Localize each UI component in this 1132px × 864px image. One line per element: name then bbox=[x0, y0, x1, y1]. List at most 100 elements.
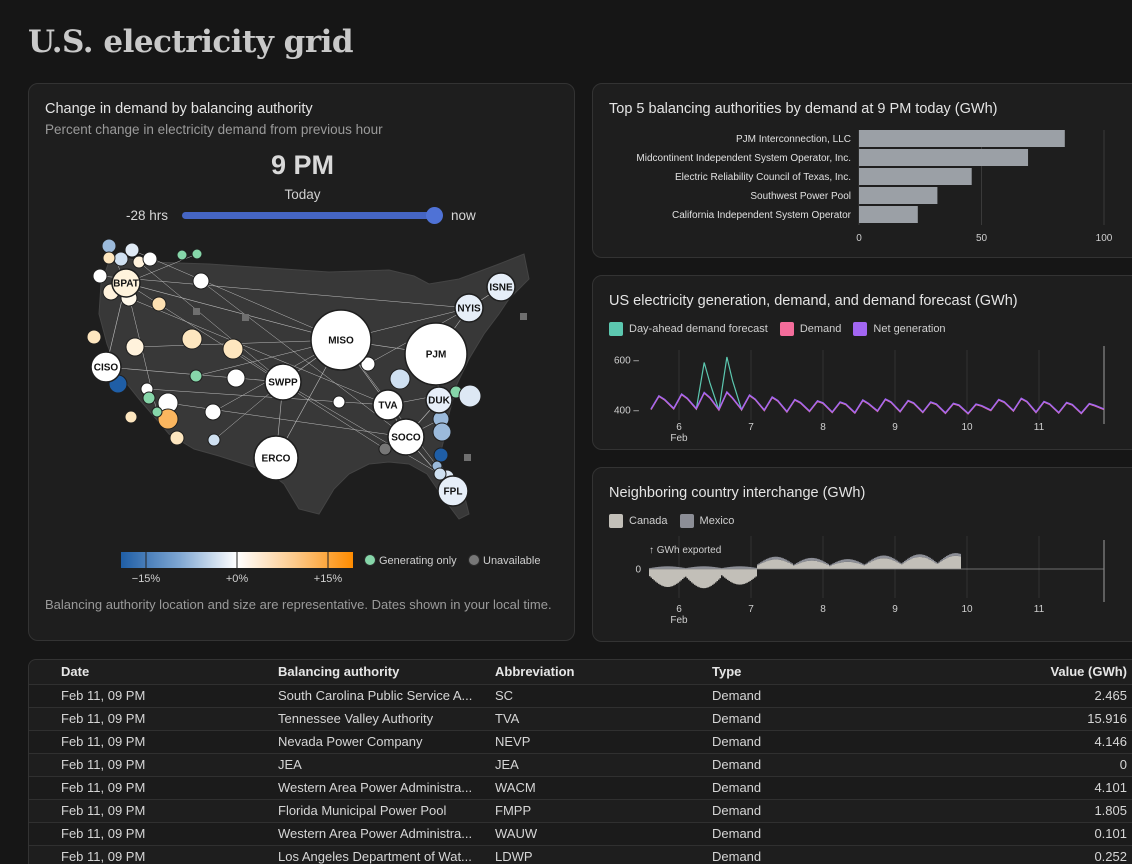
mexico-bar[interactable] bbox=[686, 567, 689, 569]
canada-bar[interactable] bbox=[904, 562, 906, 569]
mexico-bar[interactable] bbox=[671, 566, 674, 569]
mexico-bar[interactable] bbox=[830, 564, 833, 566]
canada-bar[interactable] bbox=[803, 561, 806, 569]
canada-bar[interactable] bbox=[865, 564, 867, 569]
mexico-bar[interactable] bbox=[683, 567, 686, 569]
canada-bar[interactable] bbox=[790, 563, 792, 569]
mexico-bar[interactable] bbox=[884, 555, 887, 559]
mexico-bar[interactable] bbox=[706, 566, 708, 569]
canada-bar[interactable] bbox=[820, 562, 822, 569]
canada-bar[interactable] bbox=[716, 569, 719, 582]
mexico-bar[interactable] bbox=[820, 559, 822, 563]
canada-bar[interactable] bbox=[709, 569, 711, 587]
canada-bar[interactable] bbox=[881, 558, 884, 569]
table-row[interactable]: Feb 11, 09 PM South Carolina Public Servi… bbox=[29, 683, 1132, 707]
canada-bar[interactable] bbox=[721, 569, 723, 576]
top5-bar[interactable] bbox=[859, 130, 1065, 147]
mexico-bar[interactable] bbox=[925, 555, 927, 558]
mexico-bar[interactable] bbox=[682, 567, 684, 569]
ba-node[interactable] bbox=[360, 356, 376, 372]
ba-node-erco[interactable] bbox=[253, 435, 299, 481]
mexico-bar[interactable] bbox=[688, 567, 690, 569]
mexico-bar[interactable] bbox=[797, 562, 800, 564]
mexico-bar[interactable] bbox=[760, 562, 762, 564]
mexico-bar[interactable] bbox=[743, 566, 746, 569]
canada-bar[interactable] bbox=[916, 557, 918, 569]
ba-node[interactable] bbox=[142, 391, 156, 405]
ba-node[interactable] bbox=[157, 408, 179, 430]
canada-bar[interactable] bbox=[785, 561, 788, 569]
canada-bar[interactable] bbox=[932, 561, 935, 569]
canada-bar[interactable] bbox=[947, 557, 950, 569]
mexico-bar[interactable] bbox=[722, 567, 725, 569]
canada-bar[interactable] bbox=[923, 557, 926, 569]
canada-bar[interactable] bbox=[841, 562, 843, 569]
canada-bar[interactable] bbox=[656, 569, 659, 583]
mexico-bar[interactable] bbox=[815, 558, 818, 561]
mexico-bar[interactable] bbox=[749, 567, 752, 569]
mexico-bar[interactable] bbox=[880, 555, 882, 559]
column-header-abbreviation[interactable]: Abbreviation bbox=[495, 664, 575, 680]
mexico-bar[interactable] bbox=[655, 567, 657, 569]
canada-bar[interactable] bbox=[835, 563, 837, 569]
ba-node-duk[interactable] bbox=[425, 386, 453, 414]
canada-bar[interactable] bbox=[730, 569, 732, 582]
mexico-bar[interactable] bbox=[854, 560, 857, 563]
canada-bar[interactable] bbox=[736, 569, 738, 585]
mexico-bar[interactable] bbox=[728, 567, 731, 569]
canada-bar[interactable] bbox=[788, 562, 791, 569]
mexico-bar[interactable] bbox=[721, 568, 723, 569]
canada-bar[interactable] bbox=[850, 561, 852, 569]
mexico-bar[interactable] bbox=[668, 566, 671, 569]
canada-bar[interactable] bbox=[886, 558, 888, 569]
mexico-bar[interactable] bbox=[866, 562, 869, 564]
mexico-bar[interactable] bbox=[809, 557, 812, 561]
canada-bar[interactable] bbox=[884, 558, 887, 569]
canada-bar[interactable] bbox=[743, 569, 746, 584]
canada-bar[interactable] bbox=[649, 569, 651, 577]
legend-label-canada[interactable]: Canada bbox=[629, 515, 668, 527]
canada-bar[interactable] bbox=[700, 569, 702, 588]
canada-bar[interactable] bbox=[787, 562, 789, 569]
time-slider-track[interactable] bbox=[182, 212, 437, 219]
mexico-bar[interactable] bbox=[727, 567, 729, 569]
mexico-bar[interactable] bbox=[895, 559, 897, 562]
mexico-bar[interactable] bbox=[814, 558, 816, 561]
mexico-bar[interactable] bbox=[661, 566, 663, 569]
mexico-bar[interactable] bbox=[716, 567, 719, 569]
canada-bar[interactable] bbox=[833, 564, 836, 569]
top5-bar[interactable] bbox=[859, 149, 1029, 166]
canada-bar[interactable] bbox=[838, 563, 840, 569]
column-header-type[interactable]: Type bbox=[712, 664, 742, 680]
mexico-bar[interactable] bbox=[841, 559, 843, 563]
mexico-bar[interactable] bbox=[701, 566, 704, 569]
canada-bar[interactable] bbox=[770, 559, 773, 569]
canada-bar[interactable] bbox=[863, 565, 866, 569]
canada-bar[interactable] bbox=[775, 559, 777, 569]
mexico-bar[interactable] bbox=[676, 566, 678, 569]
canada-bar[interactable] bbox=[958, 556, 960, 569]
canada-bar[interactable] bbox=[695, 569, 698, 586]
mexico-bar[interactable] bbox=[860, 562, 863, 565]
canada-bar[interactable] bbox=[824, 563, 827, 569]
mexico-bar[interactable] bbox=[944, 556, 947, 559]
mexico-bar[interactable] bbox=[665, 566, 668, 569]
mexico-bar[interactable] bbox=[785, 559, 788, 562]
mexico-bar[interactable] bbox=[947, 555, 950, 558]
ba-node[interactable] bbox=[204, 403, 222, 421]
canada-bar[interactable] bbox=[739, 569, 741, 585]
mexico-bar[interactable] bbox=[781, 557, 783, 561]
canada-bar[interactable] bbox=[661, 569, 663, 586]
canada-bar[interactable] bbox=[782, 560, 785, 569]
table-row[interactable]: Feb 11, 09 PM Florida Municipal Power Poo… bbox=[29, 798, 1132, 822]
column-header-balancing-authority[interactable]: Balancing authority bbox=[278, 664, 400, 680]
canada-bar[interactable] bbox=[673, 569, 675, 586]
canada-bar[interactable] bbox=[899, 563, 902, 569]
mexico-bar[interactable] bbox=[739, 566, 741, 569]
ba-node[interactable] bbox=[332, 395, 346, 409]
canada-bar[interactable] bbox=[674, 569, 677, 585]
canada-bar[interactable] bbox=[854, 562, 857, 569]
canada-bar[interactable] bbox=[955, 555, 957, 569]
mexico-bar[interactable] bbox=[865, 563, 867, 565]
canada-bar[interactable] bbox=[658, 569, 660, 584]
